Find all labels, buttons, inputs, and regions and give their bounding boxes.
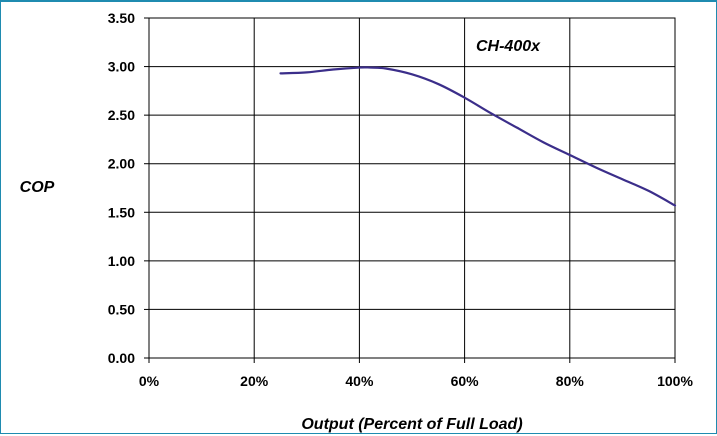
- x-tick-label: 60%: [451, 373, 480, 389]
- plot-area: [148, 17, 676, 359]
- x-tick-label: 20%: [240, 373, 269, 389]
- x-tick-label: 0%: [139, 373, 160, 389]
- y-tick-label: 3.50: [108, 10, 135, 26]
- x-tick-label: 100%: [657, 373, 693, 389]
- x-axis-title: Output (Percent of Full Load): [301, 416, 522, 433]
- y-tick-label: 2.00: [108, 156, 135, 172]
- series-annotation: CH-400x: [476, 38, 541, 55]
- y-axis-title: COP: [20, 179, 55, 196]
- y-tick-label: 0.50: [108, 301, 135, 317]
- x-tick-label: 40%: [345, 373, 374, 389]
- grid: [148, 17, 676, 359]
- y-tick-label: 3.00: [108, 59, 135, 75]
- axis-ticks: 0.00 0.50 1.00 1.50 2.00 2.50 3.00 3.50 0% 20% 40%…: [108, 10, 694, 389]
- y-tick-label: 0.00: [108, 350, 135, 366]
- x-tick-label: 80%: [556, 373, 585, 389]
- y-tick-label: 1.50: [108, 204, 135, 220]
- series-layer: [279, 66, 677, 207]
- y-tick-label: 1.00: [108, 253, 135, 269]
- series-line-cop: [279, 66, 677, 207]
- y-tick-label: 2.50: [108, 107, 135, 123]
